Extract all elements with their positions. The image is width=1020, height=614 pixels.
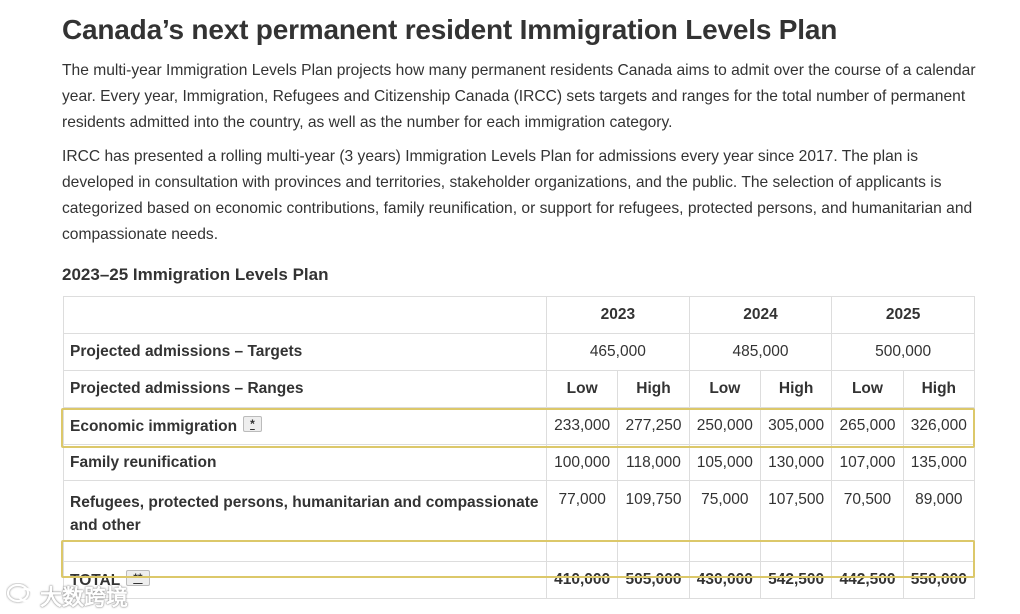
- footnote-link-total[interactable]: **: [126, 570, 150, 586]
- row-label-family: Family reunification: [63, 444, 547, 481]
- high-label-2025: High: [902, 370, 976, 408]
- table-cell: 70,500: [831, 480, 904, 562]
- levels-plan-table: 2023 2024 2025 Projected admissions – Ta…: [63, 296, 976, 599]
- table-cell: 105,000: [688, 444, 761, 481]
- table-cell: 130,000: [759, 444, 833, 481]
- ranges-label: Projected admissions – Ranges: [63, 370, 547, 408]
- speech-bubble-logo-icon: [6, 583, 40, 611]
- low-label-2024: Low: [688, 370, 761, 408]
- table-row-refugees: Refugees, protected persons, humanitaria…: [63, 480, 976, 562]
- watermark: 大数跨境: [6, 580, 128, 612]
- low-label-2023: Low: [545, 370, 619, 408]
- targets-label: Projected admissions – Targets: [63, 333, 547, 371]
- table-caption: 2023–25 Immigration Levels Plan: [62, 265, 329, 284]
- table-cell: 107,000: [831, 444, 904, 481]
- table-cell: 277,250: [617, 407, 690, 445]
- table-cell: 430,000: [688, 561, 761, 599]
- year-header-2025: 2025: [831, 296, 975, 334]
- table-cell: 118,000: [617, 444, 690, 481]
- header-empty-cell: [63, 296, 547, 334]
- target-2023: 465,000: [546, 333, 690, 371]
- table-cell: 505,000: [617, 561, 690, 599]
- intro-paragraph-1: The multi-year Immigration Levels Plan p…: [62, 62, 976, 131]
- table-cell: 233,000: [545, 407, 619, 445]
- table-cell: 135,000: [902, 444, 976, 481]
- year-header-2023: 2023: [546, 296, 690, 334]
- table-row-family: Family reunification 100,000 118,000 105…: [63, 444, 976, 481]
- watermark-text: 大数跨境: [40, 585, 129, 610]
- table-row-total: TOTAL ** 410,000 505,000 430,000 542,500 …: [63, 561, 976, 599]
- table-cell: 326,000: [902, 407, 976, 445]
- table-cell: 77,000: [545, 480, 619, 562]
- high-label-2023: High: [617, 370, 690, 408]
- target-2024: 485,000: [688, 333, 833, 371]
- high-label-2024: High: [759, 370, 833, 408]
- row-label-refugees: Refugees, protected persons, humanitaria…: [63, 480, 547, 562]
- table-row-economic: Economic immigration * 233,000 277,250 25…: [63, 407, 976, 445]
- table-cell: 109,750: [617, 480, 690, 562]
- table-cell: 265,000: [831, 407, 904, 445]
- table-cell: 75,000: [688, 480, 761, 562]
- table-cell: 89,000: [902, 480, 976, 562]
- table-cell: 107,500: [759, 480, 833, 562]
- footnote-link-economic[interactable]: *: [243, 416, 262, 432]
- row-label-total: TOTAL **: [63, 561, 547, 599]
- intro-paragraph-2: IRCC has presented a rolling multi-year …: [62, 148, 973, 243]
- table-header-row: 2023 2024 2025: [63, 296, 975, 334]
- low-label-2025: Low: [831, 370, 904, 408]
- year-header-2024: 2024: [688, 296, 833, 334]
- table-cell: 542,500: [759, 561, 833, 599]
- row-label-economic: Economic immigration *: [63, 407, 547, 445]
- economic-label: Economic immigration: [70, 418, 238, 435]
- ranges-row: Projected admissions – Ranges Low High L…: [63, 370, 976, 408]
- table-cell: 410,000: [545, 561, 619, 599]
- table-cell: 550,000: [902, 561, 976, 599]
- table-cell: 250,000: [688, 407, 761, 445]
- page-title: Canada’s next permanent resident Immigra…: [62, 14, 838, 45]
- target-2025: 500,000: [831, 333, 975, 371]
- table-cell: 442,500: [831, 561, 904, 599]
- table-cell: 305,000: [759, 407, 833, 445]
- targets-row: Projected admissions – Targets 465,000 4…: [63, 333, 975, 371]
- table-cell: 100,000: [545, 444, 619, 481]
